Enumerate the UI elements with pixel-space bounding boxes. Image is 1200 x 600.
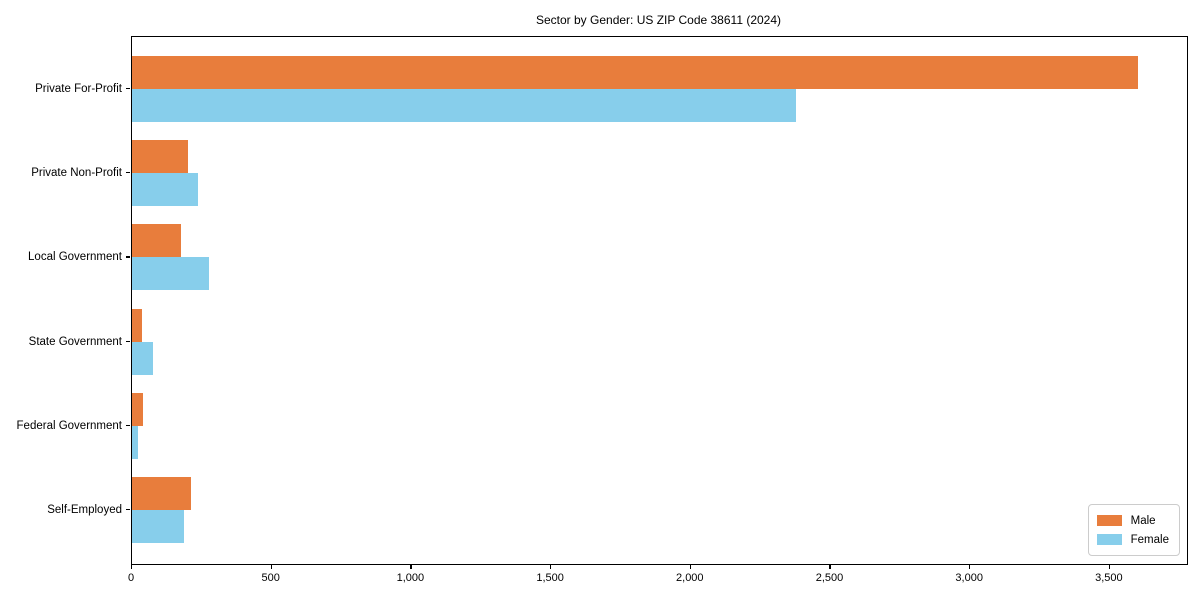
- x-tick-1000: [410, 565, 412, 569]
- y-tick-federal-government: [126, 424, 130, 426]
- bar-female-federal-government: [132, 425, 138, 459]
- y-tick-private-for-profit: [126, 88, 130, 90]
- bar-male-private-non-profit: [132, 140, 188, 174]
- y-label-private-for-profit: Private For-Profit: [35, 83, 122, 95]
- y-label-federal-government: Federal Government: [16, 419, 122, 432]
- x-tick-1500: [550, 565, 552, 569]
- y-label-local-government: Local Government: [28, 251, 122, 264]
- legend-item-male: Male: [1096, 511, 1169, 530]
- y-tick-local-government: [126, 256, 130, 258]
- y-label-private-non-profit: Private Non-Profit: [31, 167, 122, 180]
- bar-female-self-employed: [132, 510, 184, 543]
- x-label-1000: 1,000: [396, 572, 425, 584]
- x-label-0: 0: [127, 572, 135, 584]
- legend-swatch-male: [1096, 515, 1122, 526]
- x-tick-0: [131, 565, 133, 569]
- x-label-3500: 3,500: [1095, 572, 1123, 584]
- y-tick-state-government: [126, 340, 130, 342]
- legend-label-male: Male: [1130, 514, 1156, 527]
- legend-swatch-female: [1096, 534, 1122, 545]
- x-tick-3000: [969, 565, 971, 569]
- bar-male-local-government: [132, 224, 181, 258]
- bar-male-self-employed: [132, 477, 191, 510]
- x-tick-3500: [1108, 565, 1111, 569]
- bar-female-private-for-profit: [132, 89, 796, 122]
- x-label-3000: 3,000: [955, 572, 983, 584]
- x-label-2000: 2,000: [676, 572, 704, 584]
- y-label-state-government: State Government: [28, 335, 122, 348]
- legend: Male Female: [1087, 504, 1180, 556]
- legend-item-female: Female: [1096, 530, 1169, 549]
- y-tick-private-non-profit: [126, 172, 130, 174]
- bar-female-state-government: [132, 341, 153, 375]
- plot-area: Male Female: [131, 36, 1188, 565]
- x-label-500: 500: [261, 572, 280, 584]
- y-tick-self-employed: [126, 509, 130, 511]
- y-label-self-employed: Self-Employed: [47, 504, 122, 516]
- bar-female-local-government: [132, 257, 209, 291]
- bar-female-private-non-profit: [132, 173, 198, 207]
- bar-male-federal-government: [132, 392, 144, 426]
- x-tick-2500: [829, 565, 831, 569]
- bar-male-state-government: [132, 308, 142, 342]
- x-tick-2000: [689, 565, 691, 569]
- chart-title: Sector by Gender: US ZIP Code 38611 (202…: [535, 13, 782, 27]
- x-tick-500: [270, 565, 272, 569]
- bar-male-private-for-profit: [132, 56, 1138, 89]
- x-label-1500: 1,500: [536, 572, 564, 584]
- x-label-2500: 2,500: [815, 572, 844, 584]
- legend-label-female: Female: [1130, 533, 1169, 546]
